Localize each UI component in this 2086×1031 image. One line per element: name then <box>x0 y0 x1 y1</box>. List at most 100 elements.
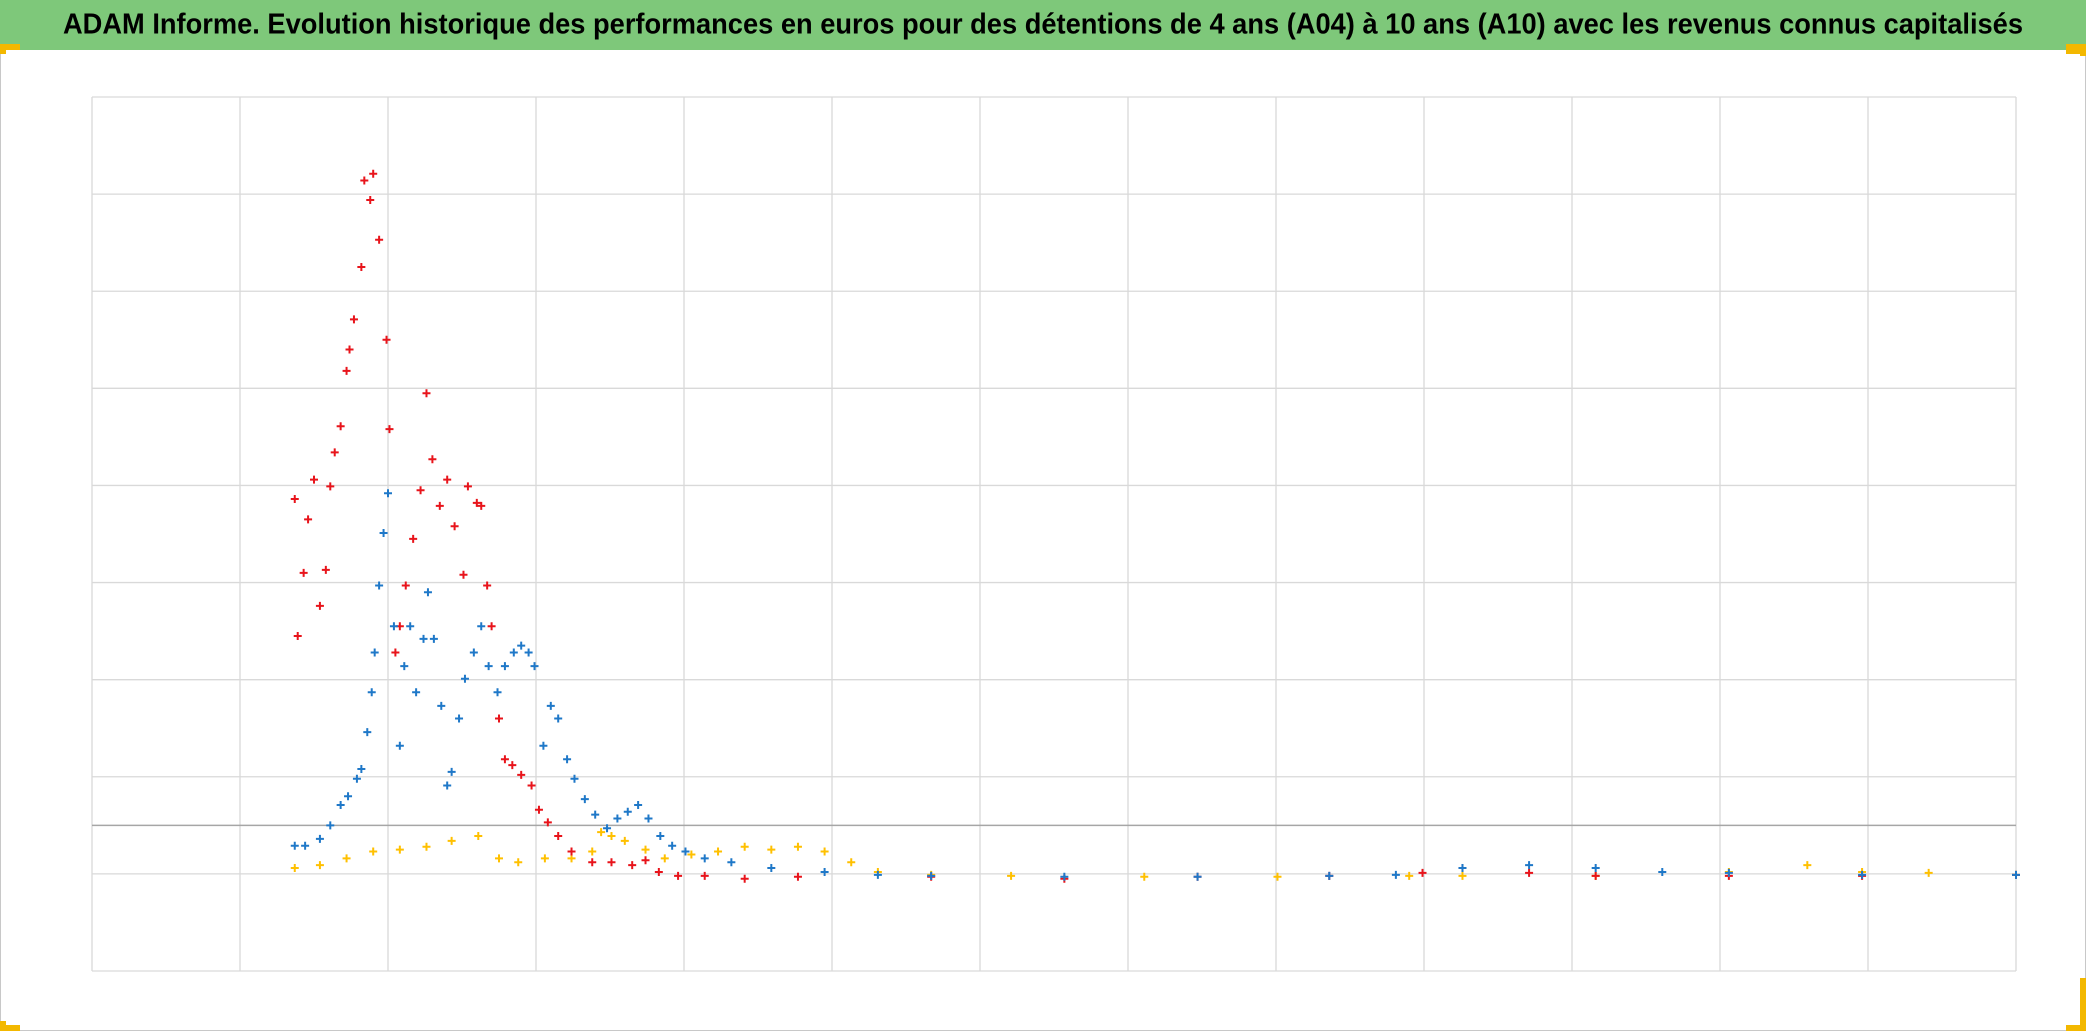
data-point <box>391 648 400 657</box>
data-point <box>700 854 709 863</box>
data-point <box>534 805 543 814</box>
corner-mark <box>0 1021 20 1031</box>
data-point <box>767 845 776 854</box>
data-point <box>674 871 683 880</box>
corner-mark <box>0 44 20 54</box>
data-point <box>369 169 378 178</box>
data-point <box>484 662 493 671</box>
data-point <box>321 565 330 574</box>
data-point <box>546 701 555 710</box>
data-point <box>570 774 579 783</box>
data-point <box>654 867 663 876</box>
data-point <box>1140 872 1149 881</box>
data-point <box>1591 864 1600 873</box>
data-point <box>873 870 882 879</box>
data-point <box>366 195 375 204</box>
data-point <box>527 781 536 790</box>
data-point <box>330 448 339 457</box>
data-point <box>363 728 372 737</box>
data-point <box>656 832 665 841</box>
data-point <box>714 847 723 856</box>
data-point <box>384 489 392 498</box>
data-point <box>416 486 425 495</box>
data-point <box>326 821 335 830</box>
data-point <box>315 834 324 843</box>
data-point <box>681 847 690 856</box>
data-point <box>443 475 452 484</box>
data-point <box>389 622 398 631</box>
title-bar <box>0 0 2086 50</box>
data-point <box>367 688 376 697</box>
data-point <box>668 841 677 850</box>
data-point <box>472 498 481 507</box>
data-point <box>591 810 600 819</box>
data-point <box>1007 871 1016 880</box>
data-point <box>1273 872 1282 881</box>
data-point <box>385 425 394 434</box>
data-point <box>360 176 369 185</box>
data-point <box>293 631 302 640</box>
data-point <box>1405 871 1414 880</box>
corner-mark <box>2066 44 2086 56</box>
data-point <box>740 874 749 883</box>
data-point <box>477 501 486 510</box>
data-point <box>495 714 503 723</box>
data-point <box>357 262 366 271</box>
data-point <box>607 858 616 867</box>
data-point <box>1060 872 1069 881</box>
data-point <box>344 792 353 801</box>
data-point <box>607 832 616 841</box>
data-point <box>447 836 456 845</box>
data-point <box>375 581 384 590</box>
data-point <box>447 767 456 776</box>
data-point <box>623 807 632 816</box>
data-point <box>487 622 496 631</box>
data-point <box>530 662 539 671</box>
data-point <box>495 854 503 863</box>
data-point <box>1658 867 1667 876</box>
data-point <box>567 847 576 856</box>
data-point <box>336 422 345 431</box>
data-point <box>301 841 310 850</box>
data-point <box>357 765 366 774</box>
data-point <box>554 714 563 723</box>
data-point <box>349 315 358 324</box>
data-point <box>740 842 749 851</box>
data-point <box>477 622 486 631</box>
data-point <box>428 455 437 464</box>
data-point <box>517 770 526 779</box>
data-point <box>400 662 409 671</box>
data-point <box>463 482 472 491</box>
data-point <box>310 475 318 484</box>
data-point <box>429 634 438 643</box>
data-point <box>509 648 518 657</box>
data-point <box>793 872 802 881</box>
data-point <box>459 570 468 579</box>
data-point <box>401 581 410 590</box>
data-point <box>369 847 378 856</box>
data-point <box>644 814 653 823</box>
data-point <box>500 662 509 671</box>
data-point <box>2012 870 2020 879</box>
data-point <box>382 335 391 344</box>
data-point <box>1525 861 1534 870</box>
data-point <box>793 842 802 851</box>
plot-area <box>91 96 2020 972</box>
data-point <box>395 741 404 750</box>
data-point <box>603 824 612 833</box>
data-point <box>460 674 469 683</box>
data-point <box>422 389 431 398</box>
data-point <box>474 832 483 841</box>
data-point <box>524 648 533 657</box>
data-point <box>540 854 549 863</box>
data-point <box>620 836 629 845</box>
data-point <box>1391 870 1400 879</box>
data-point <box>1724 868 1733 877</box>
data-point <box>588 858 597 867</box>
data-point <box>641 856 650 865</box>
data-point <box>342 854 351 863</box>
data-point <box>455 714 464 723</box>
data-point <box>409 534 418 543</box>
data-point <box>443 781 452 790</box>
data-point <box>1193 872 1202 881</box>
